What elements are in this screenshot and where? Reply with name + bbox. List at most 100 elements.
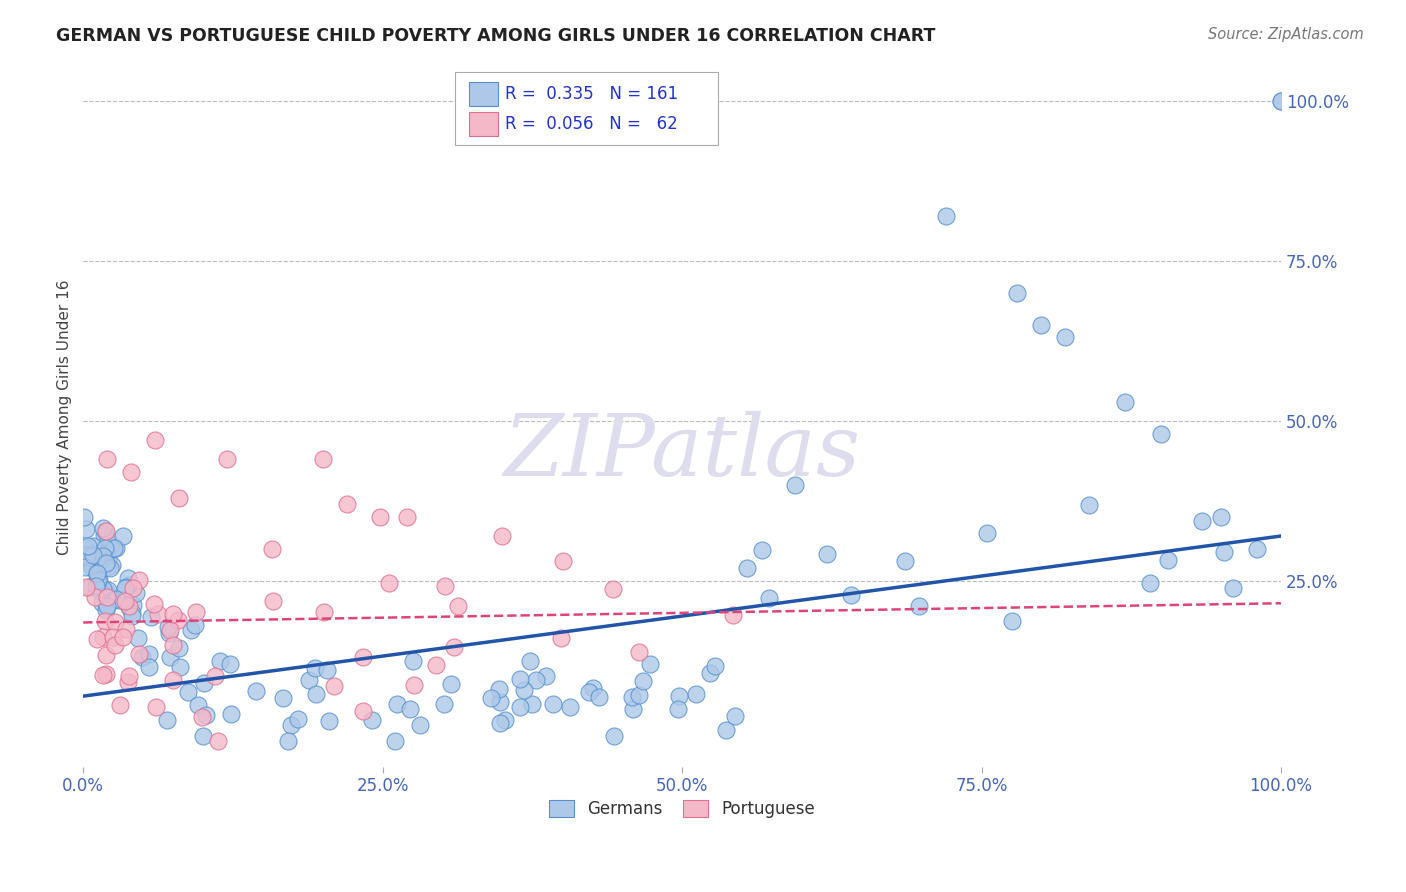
Point: [434, 578, 457, 592]
Point: [100, 537, 122, 551]
Point: [77, 580, 100, 594]
Point: [86, 632, 108, 647]
Point: [96, 648, 118, 662]
Point: [1150, 426, 1173, 441]
Point: [82, 549, 104, 563]
Point: [186, 605, 208, 619]
Point: [627, 688, 650, 702]
Point: [75, 550, 97, 565]
Point: [509, 700, 531, 714]
Point: [1001, 614, 1024, 628]
Point: [118, 600, 141, 615]
Point: [316, 663, 339, 677]
Point: [93, 614, 115, 628]
Point: [97, 552, 120, 566]
Point: [121, 608, 143, 623]
Point: [156, 713, 179, 727]
Point: [115, 622, 138, 636]
Point: [935, 209, 957, 223]
Point: [128, 647, 150, 661]
FancyBboxPatch shape: [470, 82, 498, 106]
Point: [94, 556, 117, 570]
Point: [127, 631, 149, 645]
Point: [522, 697, 544, 711]
Point: [588, 690, 610, 704]
Point: [751, 542, 773, 557]
Point: [89, 546, 111, 560]
Point: [839, 588, 862, 602]
Point: [98, 595, 121, 609]
Point: [83, 552, 105, 566]
Point: [352, 650, 374, 665]
Point: [621, 690, 644, 705]
Point: [191, 729, 214, 743]
Point: [187, 698, 209, 713]
Point: [907, 599, 929, 613]
Point: [103, 631, 125, 645]
Point: [640, 657, 662, 672]
Point: [117, 674, 139, 689]
Point: [479, 691, 502, 706]
Point: [558, 699, 581, 714]
Point: [162, 639, 184, 653]
Point: [409, 717, 432, 731]
Point: [685, 687, 707, 701]
Point: [602, 582, 624, 596]
Point: [323, 679, 346, 693]
Point: [398, 702, 420, 716]
Point: [191, 710, 214, 724]
Point: [1031, 318, 1053, 332]
Point: [433, 697, 456, 711]
Point: [260, 541, 283, 556]
Point: [488, 682, 510, 697]
Point: [280, 718, 302, 732]
Point: [108, 593, 131, 607]
Point: [91, 582, 114, 596]
Point: [443, 640, 465, 655]
Point: [1270, 94, 1292, 108]
Point: [104, 615, 127, 629]
Text: GERMAN VS PORTUGUESE CHILD POVERTY AMONG GIRLS UNDER 16 CORRELATION CHART: GERMAN VS PORTUGUESE CHILD POVERTY AMONG…: [56, 27, 935, 45]
Point: [387, 698, 409, 712]
Point: [262, 594, 284, 608]
Point: [79, 550, 101, 565]
Point: [550, 631, 572, 645]
Point: [491, 529, 513, 543]
Point: [114, 594, 136, 608]
Point: [82, 540, 104, 554]
Point: [118, 599, 141, 613]
Point: [138, 660, 160, 674]
Point: [582, 681, 605, 696]
Point: [77, 539, 100, 553]
Point: [176, 685, 198, 699]
Point: [94, 541, 117, 555]
Point: [277, 734, 299, 748]
Point: [118, 669, 141, 683]
Point: [513, 683, 536, 698]
Legend: Germans, Portuguese: Germans, Portuguese: [543, 793, 821, 824]
Point: [215, 452, 238, 467]
Point: [704, 658, 727, 673]
Point: [84, 579, 107, 593]
Point: [104, 638, 127, 652]
Point: [75, 560, 97, 574]
FancyBboxPatch shape: [454, 72, 718, 145]
Point: [602, 729, 624, 743]
Point: [73, 510, 96, 524]
Point: [111, 529, 134, 543]
Point: [815, 547, 838, 561]
Point: [519, 654, 541, 668]
Point: [723, 607, 745, 622]
Point: [209, 654, 232, 668]
Point: [83, 590, 105, 604]
Point: [105, 541, 128, 555]
Point: [1270, 94, 1292, 108]
Point: [245, 684, 267, 698]
Point: [509, 672, 531, 686]
Point: [402, 678, 425, 692]
Point: [117, 571, 139, 585]
Point: [1114, 394, 1136, 409]
Point: [97, 533, 120, 547]
Point: [1078, 498, 1101, 512]
Point: [336, 497, 359, 511]
